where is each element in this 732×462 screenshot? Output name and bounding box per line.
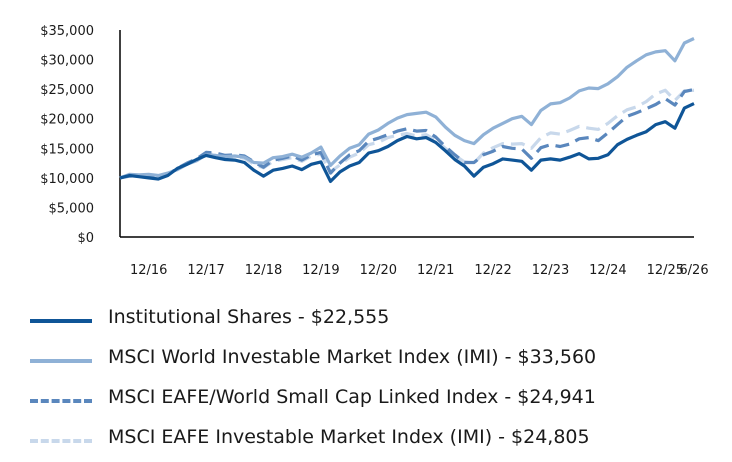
legend-swatch <box>30 359 92 363</box>
y-tick-label: $25,000 <box>40 83 94 98</box>
x-tick-label: 12/21 <box>417 263 454 278</box>
line-chart: $0 $5,000 $10,000 $15,000 $20,000 $25,000 $30,… <box>40 24 709 278</box>
y-axis: $0 $5,000 $10,000 $15,000 $20,000 $25,000 $30,… <box>40 24 121 246</box>
y-tick-label: $30,000 <box>40 54 94 69</box>
legend-label: MSCI EAFE Investable Market Index (IMI) … <box>108 426 590 448</box>
legend-label: MSCI World Investable Market Index (IMI)… <box>108 346 597 368</box>
series-line-4 <box>119 88 695 180</box>
x-tick-label: 12/20 <box>360 263 397 278</box>
legend-label: Institutional Shares - $22,555 <box>108 306 390 328</box>
legend-swatch <box>30 399 92 403</box>
series-line-3 <box>119 87 695 180</box>
x-tick-label: 12/17 <box>187 263 224 278</box>
y-tick-label: $15,000 <box>40 142 94 157</box>
x-tick-label: 12/25 <box>647 263 684 278</box>
x-tick-label: 12/18 <box>245 263 282 278</box>
y-tick-label: $35,000 <box>40 24 94 39</box>
x-tick-label: 12/22 <box>474 263 511 278</box>
x-axis: 12/16 12/17 12/18 12/19 12/20 12/21 12/22 12/23… <box>120 236 709 278</box>
series-line-1 <box>119 102 695 183</box>
legend-swatch <box>30 439 92 443</box>
y-tick-label: $0 <box>77 231 94 246</box>
x-tick-label: 12/24 <box>589 263 626 278</box>
y-tick-label: $5,000 <box>49 201 95 216</box>
x-tick-label: 12/19 <box>302 263 339 278</box>
legend-label: MSCI EAFE/World Small Cap Linked Index -… <box>108 386 596 408</box>
series-lines <box>119 37 695 183</box>
y-tick-label: $10,000 <box>40 172 94 187</box>
y-tick-label: $20,000 <box>40 113 94 128</box>
x-tick-label: 6/26 <box>679 263 708 278</box>
x-tick-label: 12/16 <box>130 263 167 278</box>
x-tick-label: 12/23 <box>532 263 569 278</box>
series-line-2 <box>119 37 695 180</box>
legend-swatch <box>30 319 92 323</box>
